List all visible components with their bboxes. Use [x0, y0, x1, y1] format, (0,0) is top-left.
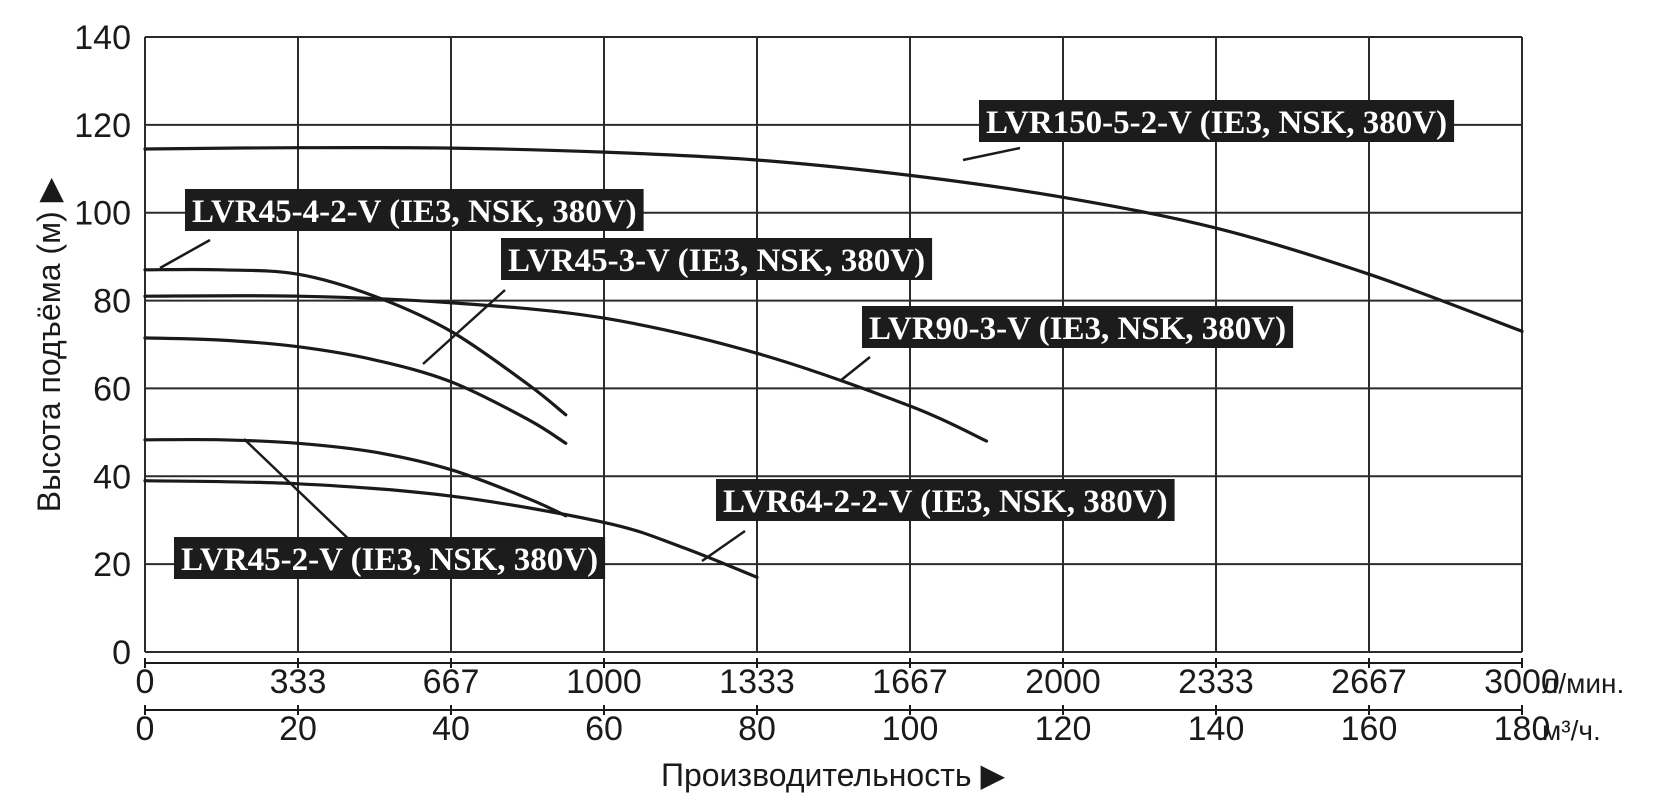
curve-label: LVR45-2-V (IE3, NSK, 380V)	[174, 537, 606, 579]
curve-line	[143, 336, 568, 445]
label-leader-line	[243, 438, 359, 549]
label-leaders	[159, 146, 1021, 563]
x-tick-label: 333	[270, 663, 327, 701]
curve-label-text: LVR45-3-V (IE3, NSK, 380V)	[508, 243, 925, 279]
x-tick-label: 140	[1188, 710, 1245, 748]
curve-label-text: LVR45-2-V (IE3, NSK, 380V)	[181, 542, 598, 578]
x-tick-label: 20	[279, 710, 317, 748]
curve-line	[143, 437, 568, 518]
x-tick-label: 3000	[1484, 663, 1560, 701]
curve-label-box	[185, 189, 644, 231]
curve-label-text: LVR64-2-2-V (IE3, NSK, 380V)	[723, 484, 1168, 520]
curve-label-text: LVR150-5-2-V (IE3, NSK, 380V)	[986, 105, 1447, 141]
x-tick-label: 160	[1341, 710, 1398, 748]
y-tick-label: 20	[93, 546, 131, 584]
x-tick-label: 0	[136, 710, 155, 748]
y-tick-label: 60	[93, 370, 131, 408]
curve-label-box	[716, 479, 1175, 521]
label-leader-line	[422, 289, 506, 365]
curve-line	[143, 145, 1524, 333]
x-tick-label: 40	[432, 710, 470, 748]
y-tick-label: 100	[74, 195, 131, 233]
x-axis-title: Производительность ▶	[661, 757, 1005, 793]
x-tick-label: 1667	[872, 663, 948, 701]
x-tick-label: 1333	[719, 663, 795, 701]
curve-label: LVR90-3-V (IE3, NSK, 380V)	[862, 306, 1294, 348]
x-tick-label: 60	[585, 710, 623, 748]
y-tick-label: 120	[74, 107, 131, 145]
curves	[143, 145, 1524, 579]
curve-line	[143, 479, 759, 579]
curve-label-box	[174, 537, 606, 579]
curve-label-box	[979, 100, 1455, 142]
label-leader-line	[962, 146, 1021, 162]
curve-label: LVR64-2-2-V (IE3, NSK, 380V)	[716, 479, 1175, 521]
x-unit-label: л/мин.	[1542, 668, 1624, 699]
x-tick-label: 2667	[1331, 663, 1407, 701]
curve-line	[143, 294, 989, 443]
curve-label-box	[862, 306, 1294, 348]
curve-label-box	[501, 238, 933, 280]
y-tick-label: 0	[112, 634, 131, 672]
y-axis-title: Высота подъёма (м) ▶	[31, 177, 67, 512]
curve-label-text: LVR45-4-2-V (IE3, NSK, 380V)	[192, 194, 637, 230]
y-tick-labels: 0 20 40 60 80 100 120 140	[74, 19, 131, 672]
y-tick-label: 40	[93, 458, 131, 496]
curve-label: LVR45-4-2-V (IE3, NSK, 380V)	[185, 189, 644, 231]
x-axis-lpm: 0 333 667 1000 1333 1667 2000 2333 2667 3000л/мин…	[136, 658, 1624, 701]
x-tick-label: 2333	[1178, 663, 1254, 701]
x-tick-label: 80	[738, 710, 776, 748]
curve-line	[143, 267, 568, 417]
x-tick-label: 1000	[566, 663, 642, 701]
label-leader-line	[839, 356, 871, 382]
x-tick-label: 120	[1035, 710, 1092, 748]
x-tick-label: 0	[136, 663, 155, 701]
x-tick-label: 667	[423, 663, 480, 701]
label-leader-line	[159, 238, 211, 270]
y-tick-label: 140	[74, 19, 131, 57]
x-tick-label: 100	[882, 710, 939, 748]
label-leader-line	[701, 529, 746, 563]
curve-label: LVR45-3-V (IE3, NSK, 380V)	[501, 238, 933, 280]
curve-label: LVR150-5-2-V (IE3, NSK, 380V)	[979, 100, 1455, 142]
curve-labels: LVR150-5-2-V (IE3, NSK, 380V) LVR45-4-2-V…	[174, 100, 1455, 579]
curve-label-text: LVR90-3-V (IE3, NSK, 380V)	[869, 311, 1286, 347]
y-tick-label: 80	[93, 283, 131, 321]
x-tick-label: 2000	[1025, 663, 1101, 701]
x-tick-label: 180	[1494, 710, 1551, 748]
x-unit-label: м³/ч.	[1542, 715, 1601, 746]
